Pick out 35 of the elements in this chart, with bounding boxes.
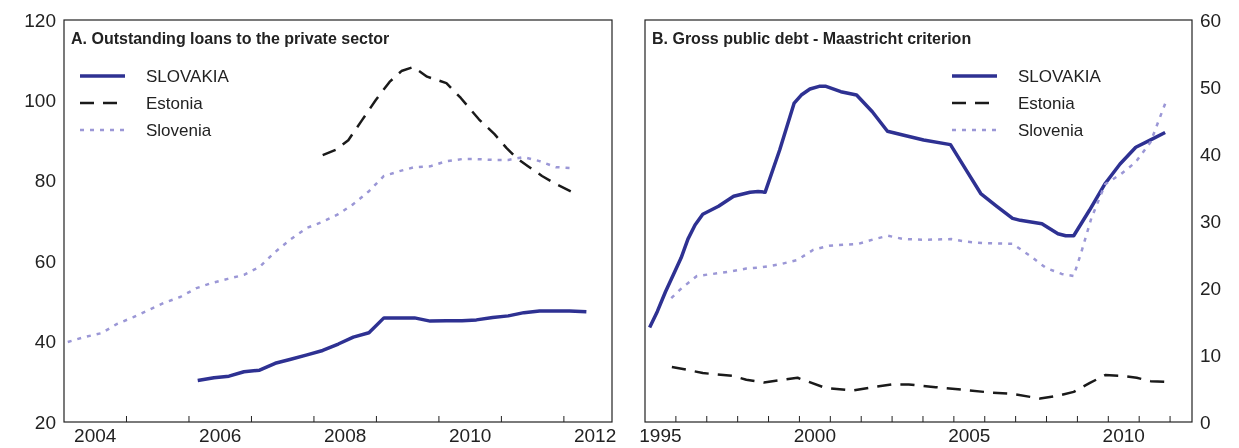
x-tick-label: 2005 bbox=[948, 425, 991, 446]
x-tick-label: 2004 bbox=[74, 425, 117, 446]
y2-tick-label: 0 bbox=[1200, 411, 1211, 433]
x-tick-label: 2008 bbox=[324, 425, 367, 446]
y-tick-label: 120 bbox=[24, 9, 56, 31]
x-tick-label: 2010 bbox=[449, 425, 492, 446]
x-tick-label: 1995 bbox=[639, 425, 682, 446]
legend-label: Estonia bbox=[146, 93, 204, 113]
line-series bbox=[647, 84, 1167, 330]
line-series bbox=[195, 309, 589, 383]
x-tick-label: 2012 bbox=[573, 425, 617, 446]
legend-label: Estonia bbox=[1018, 93, 1076, 113]
legend-label: SLOVAKIA bbox=[146, 66, 230, 86]
line-series bbox=[66, 155, 571, 344]
y2-tick-label: 10 bbox=[1200, 344, 1222, 366]
text: B. Gross public debt - Maastricht criterion bbox=[652, 30, 972, 47]
x-tick-label: 2010 bbox=[1102, 425, 1145, 446]
legend-label: SLOVAKIA bbox=[1018, 66, 1102, 86]
y-tick-label: 100 bbox=[24, 90, 56, 112]
y-tick-label: 40 bbox=[34, 331, 56, 353]
x-tick-label: 2000 bbox=[793, 425, 837, 446]
legend-label: Slovenia bbox=[146, 120, 212, 140]
y2-tick-label: 60 bbox=[1200, 9, 1222, 31]
y2-tick-label: 20 bbox=[1200, 277, 1222, 299]
y2-tick-label: 30 bbox=[1200, 210, 1222, 232]
line-series bbox=[321, 65, 573, 193]
y2-tick-label: 50 bbox=[1200, 76, 1222, 98]
text: A. Outstanding loans to the private sector bbox=[71, 30, 390, 47]
x-tick-label: 2006 bbox=[199, 425, 242, 446]
legend-label: Slovenia bbox=[1018, 120, 1084, 140]
line-series bbox=[670, 365, 1166, 400]
y-tick-label: 60 bbox=[34, 250, 56, 272]
y-tick-label: 80 bbox=[34, 170, 56, 192]
y-tick-label: 20 bbox=[34, 411, 56, 433]
y2-tick-label: 40 bbox=[1200, 143, 1222, 165]
